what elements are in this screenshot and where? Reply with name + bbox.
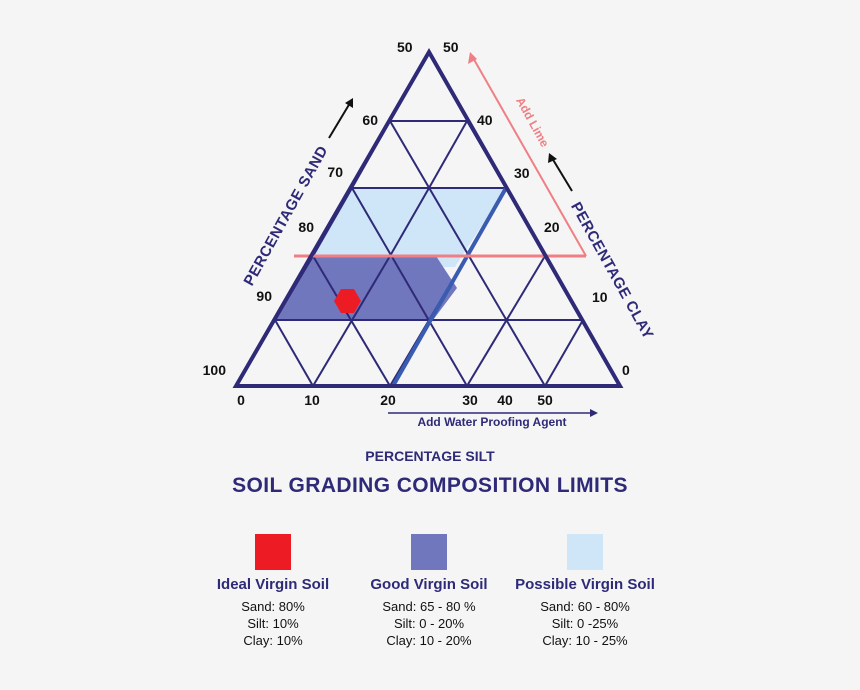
clay-tick: 10 xyxy=(592,289,608,305)
legend-item-good: Good Virgin Soil Sand: 65 - 80 % Silt: 0… xyxy=(329,534,529,649)
sand-tick: 100 xyxy=(203,362,227,378)
silt-axis-label: PERCENTAGE SILT xyxy=(365,448,495,464)
good-virgin-soil-region xyxy=(275,256,457,320)
legend-clay: Clay: 10% xyxy=(243,633,303,648)
ideal-virgin-soil-marker xyxy=(334,289,361,313)
sand-tick: 70 xyxy=(327,164,343,180)
legend-silt: Silt: 0 -25% xyxy=(551,616,619,631)
clay-tick: 50 xyxy=(443,39,459,55)
clay-tick: 20 xyxy=(544,219,560,235)
good-swatch xyxy=(411,534,447,570)
water-proofing-label: Add Water Proofing Agent xyxy=(417,415,566,429)
legend-sand: Sand: 60 - 80% xyxy=(540,599,630,614)
legend-silt: Silt: 0 - 20% xyxy=(393,616,465,631)
ternary-outline xyxy=(232,47,624,388)
water-proofing-arrowhead xyxy=(590,409,598,417)
clay-tick: 0 xyxy=(622,362,630,378)
add-lime-label: Add Lime xyxy=(513,95,552,150)
sand-tick: 60 xyxy=(362,112,378,128)
silt-tick: 0 xyxy=(237,392,245,408)
add-lime-arrowhead xyxy=(468,52,477,64)
legend-name: Ideal Virgin Soil xyxy=(216,576,330,593)
ternary-diagram: 50 60 70 80 90 100 50 40 30 20 10 0 0 10… xyxy=(203,39,657,429)
legend-silt: Silt: 10% xyxy=(247,616,299,631)
legend-item-possible: Possible Virgin Soil Sand: 60 - 80% Silt… xyxy=(485,534,685,649)
silt-tick: 20 xyxy=(380,392,396,408)
silt-tick: 30 xyxy=(462,392,478,408)
ideal-swatch xyxy=(255,534,291,570)
water-proofing-limit-line xyxy=(391,187,508,387)
legend-name: Possible Virgin Soil xyxy=(515,576,655,593)
silt-tick: 50 xyxy=(537,392,553,408)
sand-tick: 90 xyxy=(256,288,272,304)
clay-tick: 30 xyxy=(514,165,530,181)
silt-tick: 40 xyxy=(497,392,513,408)
clay-tick: 40 xyxy=(477,112,493,128)
sand-tick: 80 xyxy=(298,219,314,235)
legend-clay: Clay: 10 - 25% xyxy=(542,633,628,648)
arrow-icon xyxy=(328,98,573,192)
possible-swatch xyxy=(567,534,603,570)
sand-tick: 50 xyxy=(397,39,413,55)
legend-clay: Clay: 10 - 20% xyxy=(386,633,472,648)
legend-name: Good Virgin Soil xyxy=(370,576,488,593)
legend-sand: Sand: 65 - 80 % xyxy=(382,599,476,614)
legend-item-ideal: Ideal Virgin Soil Sand: 80% Silt: 10% Cl… xyxy=(173,534,373,649)
legend-sand: Sand: 80% xyxy=(241,599,305,614)
silt-tick: 10 xyxy=(304,392,320,408)
add-lime-arrow xyxy=(471,55,587,257)
page-title: SOIL GRADING COMPOSITION LIMITS xyxy=(232,474,628,497)
